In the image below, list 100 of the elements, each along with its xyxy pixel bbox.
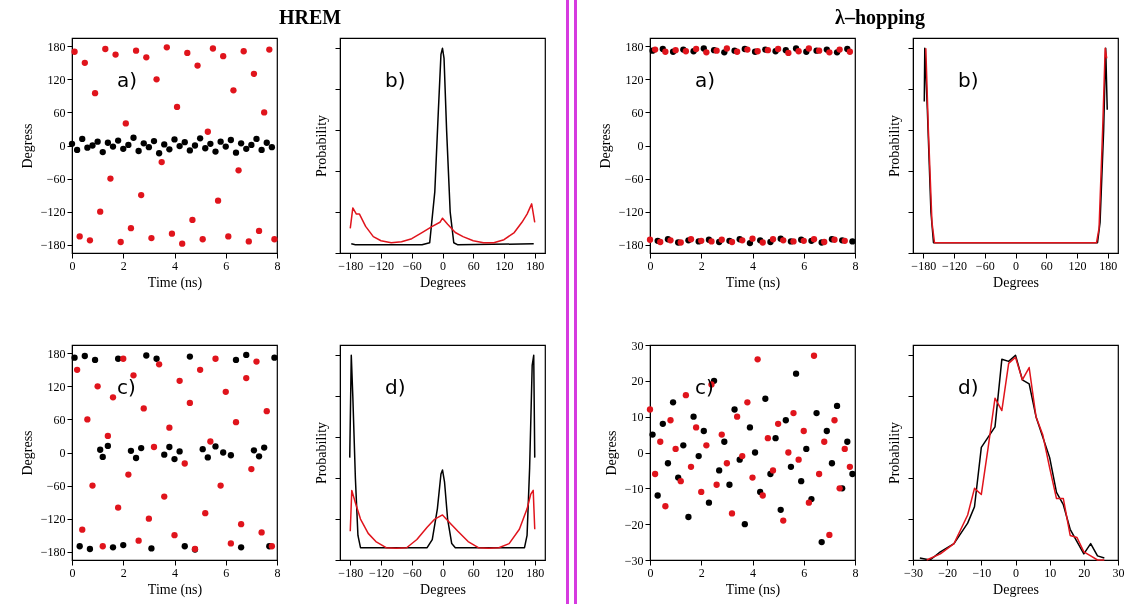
y-tick-label: 0 (637, 139, 644, 153)
x-axis-title: Time (ns) (725, 274, 781, 291)
y-tick-label: −20 (624, 517, 644, 532)
chart-title: HREM (278, 6, 342, 29)
x-tick-label: 4 (172, 565, 178, 580)
y-tick-label: −120 (40, 512, 66, 527)
x-tick-label: 0 (69, 565, 76, 580)
y-tick-label: −60 (46, 172, 66, 187)
y-tick-label: −180 (40, 545, 66, 560)
x-tick-label: 0 (440, 258, 446, 273)
x-tick-label: −120 (369, 258, 394, 273)
x-axis-title: Degrees (993, 581, 1039, 597)
x-tick-label: 8 (852, 258, 859, 273)
annotation: d) (385, 375, 406, 399)
x-tick-label: −180 (338, 258, 364, 273)
x-tick-label: 8 (274, 565, 281, 580)
y-axis-title: Probability (314, 114, 329, 178)
y-tick-label: 60 (631, 105, 644, 120)
x-tick-label: −120 (369, 565, 394, 580)
y-tick-label: 180 (625, 39, 644, 54)
y-axis-title: Probability (887, 421, 902, 485)
x-tick-label: −180 (911, 258, 937, 273)
x-tick-label: 60 (1040, 258, 1053, 273)
y-axis-title: Probability (887, 114, 902, 178)
x-tick-label: 6 (223, 565, 230, 580)
x-tick-label: 2 (120, 565, 127, 580)
y-tick-label: 0 (59, 139, 66, 153)
x-tick-label: −60 (975, 258, 995, 273)
x-tick-label: 0 (440, 565, 446, 580)
y-tick-label: 30 (631, 338, 644, 353)
y-tick-label: 180 (47, 39, 66, 54)
y-tick-label: 60 (53, 412, 66, 427)
x-tick-label: 10 (1044, 565, 1057, 580)
y-tick-label: 120 (47, 379, 66, 394)
x-tick-label: 60 (467, 258, 480, 273)
y-tick-label: 120 (47, 72, 66, 87)
x-tick-label: 120 (495, 258, 514, 273)
x-tick-label: 0 (69, 258, 76, 273)
x-axis-title: Degrees (420, 274, 466, 290)
x-tick-label: 0 (647, 258, 654, 273)
x-axis-title: Degrees (993, 274, 1039, 290)
x-tick-label: 120 (1068, 258, 1087, 273)
annotation: a) (695, 68, 716, 92)
x-tick-label: −30 (904, 565, 923, 580)
x-tick-label: −10 (972, 565, 992, 580)
y-tick-label: 180 (47, 346, 66, 361)
x-tick-label: 60 (467, 565, 480, 580)
x-tick-label: −180 (338, 565, 364, 580)
x-tick-label: 6 (223, 258, 230, 273)
y-tick-label: 10 (631, 410, 644, 425)
y-tick-label: −30 (624, 553, 644, 568)
x-tick-label: −60 (402, 258, 422, 273)
annotation: c) (117, 375, 136, 399)
x-tick-label: 0 (647, 565, 654, 580)
x-tick-label: 180 (526, 258, 545, 273)
x-axis-title: Time (ns) (147, 274, 203, 291)
y-tick-label: −120 (618, 205, 644, 220)
y-axis-title: Probability (314, 421, 329, 485)
x-tick-label: 180 (1099, 258, 1118, 273)
y-tick-label: −180 (618, 238, 644, 253)
x-tick-label: 0 (1013, 565, 1019, 580)
x-tick-label: −60 (402, 565, 422, 580)
y-tick-label: −60 (46, 479, 66, 494)
y-tick-label: −60 (624, 172, 644, 187)
x-axis-title: Time (ns) (147, 581, 203, 598)
y-axis-title: Degress (19, 123, 35, 169)
x-tick-label: −120 (942, 258, 967, 273)
y-tick-label: 0 (59, 446, 66, 460)
x-tick-label: 120 (495, 565, 514, 580)
x-tick-label: −20 (938, 565, 958, 580)
x-tick-label: 2 (698, 565, 705, 580)
x-tick-label: 180 (526, 565, 545, 580)
y-axis-title: Degress (19, 430, 35, 476)
x-tick-label: 6 (801, 565, 808, 580)
y-tick-label: 20 (631, 374, 644, 389)
y-tick-label: −120 (40, 205, 66, 220)
y-axis-title: Degress (597, 123, 613, 169)
annotation: d) (958, 375, 979, 399)
x-tick-label: 6 (801, 258, 808, 273)
x-tick-label: 30 (1112, 565, 1125, 580)
chart-title: λ–hopping (835, 6, 925, 29)
x-tick-label: 0 (1013, 258, 1019, 273)
x-tick-label: 4 (750, 565, 756, 580)
y-tick-label: 0 (637, 446, 644, 460)
y-axis-title: Degress (603, 430, 619, 476)
x-tick-label: 8 (274, 258, 281, 273)
annotation: b) (385, 68, 406, 92)
annotation: a) (117, 68, 138, 92)
annotation: b) (958, 68, 979, 92)
x-axis-title: Degrees (420, 581, 466, 597)
x-tick-label: 20 (1078, 565, 1091, 580)
x-tick-label: 8 (852, 565, 859, 580)
x-tick-label: 2 (698, 258, 705, 273)
y-tick-label: −10 (624, 481, 644, 496)
y-tick-label: 120 (625, 72, 644, 87)
x-axis-title: Time (ns) (725, 581, 781, 598)
annotation: c) (695, 375, 714, 399)
y-tick-label: 60 (53, 105, 66, 120)
x-tick-label: 2 (120, 258, 127, 273)
x-tick-label: 4 (172, 258, 178, 273)
